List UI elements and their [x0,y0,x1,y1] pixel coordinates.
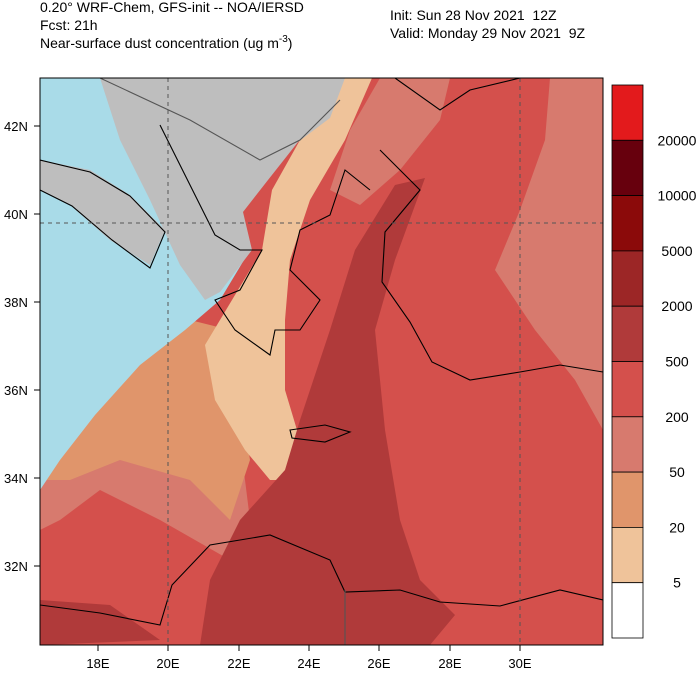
lat-label: 36N [4,383,28,398]
lon-label: 30E [508,656,531,671]
colorbar-label: 10000 [658,188,697,204]
dust-500 [200,178,455,645]
lon-label: 26E [367,656,390,671]
grid [40,78,603,645]
map-frame [39,77,604,646]
init-time: Init: Sun 28 Nov 2021 12Z [390,7,557,23]
lat-label: 32N [4,559,28,574]
variable-text: Near-surface dust concentration (ug m [40,35,279,51]
lon-label: 22E [227,656,250,671]
italy-coast [40,159,166,269]
colorbar-swatch [611,139,644,197]
colorbar-swatch [611,527,644,584]
africa-coast [40,534,603,626]
colorbar-label: 50 [669,464,685,480]
colorbar-swatch [611,195,644,252]
colorbar-swatch [611,250,644,307]
dust-5 [205,78,372,480]
valid-time: Valid: Monday 29 Nov 2021 9Z [390,25,586,41]
borders [40,78,341,161]
land-no-dust [100,78,345,300]
colorbar-label: 5000 [661,243,692,259]
colorbar-swatch [611,84,644,141]
dust-50 [495,78,603,430]
colorbar-swatch [611,416,644,473]
colorbar-label: 5 [673,575,681,591]
colorbar-label: 200 [665,409,689,425]
colorbar-swatch [611,582,644,639]
dust-50 [330,78,450,205]
colorbar-swatch [611,305,644,362]
dust-500 [40,600,160,645]
units-exponent: -3 [279,34,288,45]
colorbar: 20000 10000 5000 2000 500 200 50 20 5 [611,84,697,639]
lat-label: 38N [4,295,28,310]
axes: 42N 40N 38N 36N 34N 32N 18E 20E 22E 24E 26E 28E 30E [4,119,532,671]
lat-label: 34N [4,471,28,486]
colorbar-swatch [611,471,644,528]
colorbar-label: 2000 [661,298,692,314]
lon-label: 24E [297,656,320,671]
colorbar-label: 20 [669,519,685,535]
turkey-coast [379,149,603,381]
lat-label: 40N [4,207,28,222]
variable: Near-surface dust concentration (ug m-3) [40,34,292,51]
lon-label: 18E [86,656,109,671]
map-area [40,78,603,645]
title: 0.20° WRF-Chem, GFS-init -- NOA/IERSD [40,0,304,15]
variable-end: ) [288,35,293,51]
lon-label: 28E [438,656,461,671]
italy-no-dust [40,160,165,265]
colorbar-label: 500 [665,354,689,370]
colorbar-label: 20000 [658,132,697,148]
colorbar-swatch [611,361,644,418]
lon-label: 20E [156,656,179,671]
lat-label: 42N [4,119,28,134]
crete-coast [289,424,352,443]
black-sea-coast [394,78,521,111]
forecast: Fcst: 21h [40,17,98,33]
